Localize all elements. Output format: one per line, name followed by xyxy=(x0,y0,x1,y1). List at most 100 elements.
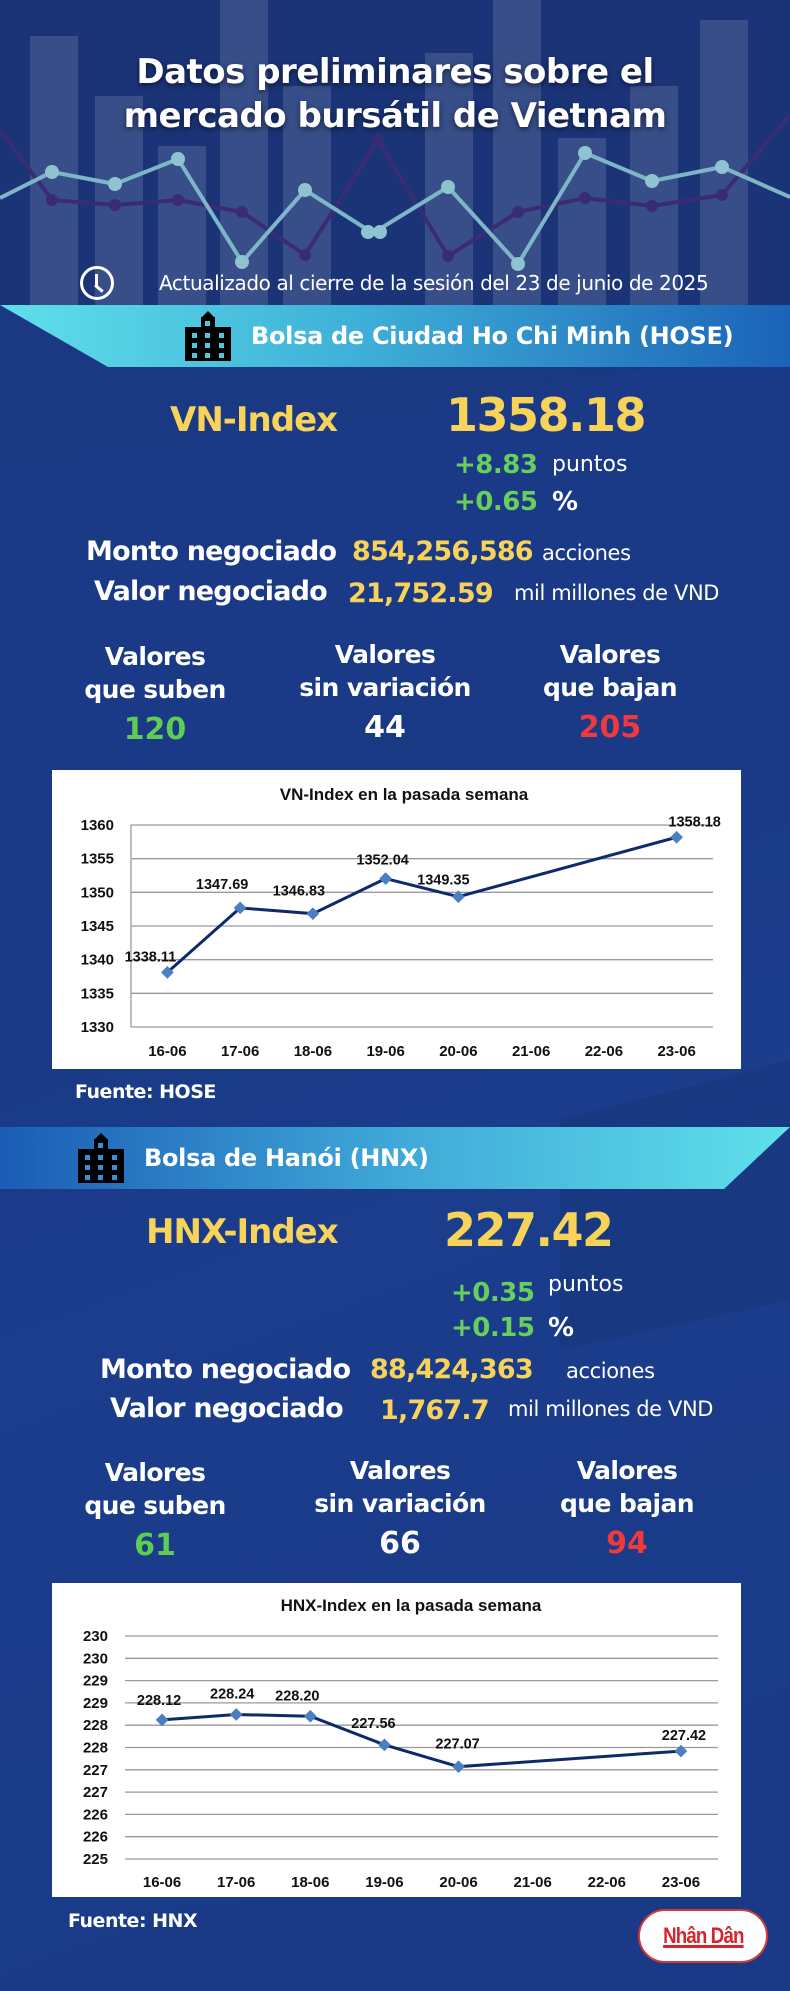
data-label: 1338.11 xyxy=(125,949,177,965)
hnx-banner: Bolsa de Hanói (HNX) xyxy=(0,1127,790,1189)
x-tick-label: 18-06 xyxy=(291,1874,329,1891)
x-tick-label: 22-06 xyxy=(588,1874,626,1891)
vn-decliners-label-2: que bajan xyxy=(543,673,678,702)
data-label: 1347.69 xyxy=(196,877,248,893)
data-point-marker xyxy=(452,890,465,904)
data-point-marker xyxy=(670,830,683,844)
y-tick-label: 226 xyxy=(83,1829,108,1846)
x-tick-label: 19-06 xyxy=(366,1043,404,1060)
vn-value-label: Valor negociado xyxy=(94,576,328,607)
y-tick-label: 230 xyxy=(83,1628,108,1645)
x-tick-label: 23-06 xyxy=(657,1043,695,1060)
x-tick-label: 19-06 xyxy=(365,1874,403,1891)
y-tick-label: 1330 xyxy=(81,1019,114,1036)
data-point-marker xyxy=(161,966,174,979)
vn-advancers-count: 120 xyxy=(123,712,187,747)
hnx-decliners-label-2: que bajan xyxy=(560,1489,695,1518)
hnx-advancers-label-2: que suben xyxy=(84,1491,226,1520)
decorative-chart-background xyxy=(0,0,790,305)
vn-unchanged-label-1: Valores xyxy=(334,640,436,669)
y-tick-label: 227 xyxy=(83,1762,108,1779)
title-line-2: mercado bursátil de Vietnam xyxy=(123,96,667,136)
hose-source: Fuente: HOSE xyxy=(75,1081,216,1103)
x-tick-label: 20-06 xyxy=(439,1043,477,1060)
hnx-index-value: 227.42 xyxy=(444,1203,614,1257)
data-point-marker xyxy=(229,1708,243,1721)
vn-decliners-label-1: Valores xyxy=(559,640,661,669)
hnx-volume-unit: acciones xyxy=(566,1359,655,1383)
hnx-index-chart: HNX-Index en la pasada semana 230 230 229 22… xyxy=(52,1583,741,1897)
vn-unchanged-label-2: sin variación xyxy=(299,673,471,702)
nhan-dan-logo[interactable]: Nhân Dân xyxy=(638,1909,768,1963)
hnx-advancers-count: 61 xyxy=(134,1528,176,1563)
x-tick-label: 18-06 xyxy=(294,1043,332,1060)
y-tick-label: 1335 xyxy=(81,985,114,1002)
x-tick-label: 16-06 xyxy=(143,1874,181,1891)
vn-decliners-count: 205 xyxy=(578,710,642,745)
data-label: 228.24 xyxy=(210,1686,254,1702)
hnx-index-label: HNX-Index xyxy=(146,1212,339,1252)
vn-volume-value: 854,256,586 xyxy=(352,536,534,567)
hose-banner-title: Bolsa de Ciudad Ho Chi Minh (HOSE) xyxy=(251,322,734,350)
vn-index-chart: VN-Index en la pasada semana 1360 1355 1350… xyxy=(52,770,741,1069)
y-tick-label: 1340 xyxy=(81,952,114,969)
data-label: 228.12 xyxy=(137,1693,181,1709)
data-label: 1346.83 xyxy=(273,884,325,900)
data-label: 1349.35 xyxy=(417,873,469,889)
data-point-marker xyxy=(378,1738,391,1752)
chart-title: HNX-Index en la pasada semana xyxy=(281,1596,542,1615)
data-point-marker xyxy=(155,1713,169,1727)
vn-volume-unit: acciones xyxy=(542,541,631,565)
vn-advancers-label-2: que suben xyxy=(84,675,226,704)
x-tick-label: 17-06 xyxy=(221,1043,259,1060)
y-tick-label: 225 xyxy=(83,1851,108,1868)
page-title: Datos preliminares sobre el mercado burs… xyxy=(0,50,790,138)
y-tick-label: 227 xyxy=(83,1784,108,1801)
clock-icon xyxy=(80,266,114,300)
data-point-marker xyxy=(303,1709,317,1723)
data-label: 227.56 xyxy=(351,1716,395,1732)
y-tick-label: 229 xyxy=(83,1695,108,1712)
vn-change-pct-unit: % xyxy=(552,487,579,517)
y-tick-label: 1345 xyxy=(81,918,114,935)
data-point-marker xyxy=(674,1744,688,1758)
building-icon xyxy=(78,1133,124,1183)
x-tick-label: 20-06 xyxy=(439,1874,477,1891)
hnx-change-points-unit: puntos xyxy=(548,1272,624,1297)
hnx-value-value: 1,767.7 xyxy=(380,1395,490,1426)
data-label: 227.42 xyxy=(662,1728,706,1744)
hnx-unchanged: Valores sin variación 66 xyxy=(300,1454,500,1564)
hnx-index-chart-svg: HNX-Index en la pasada semana 230 230 229 22… xyxy=(83,1596,718,1891)
y-tick-label: 1355 xyxy=(81,851,114,868)
data-point-marker xyxy=(379,872,392,885)
vn-advancers: Valores que suben 120 xyxy=(60,640,250,750)
logo-text: Nhân Dân xyxy=(662,1923,744,1948)
hnx-advancers: Valores que suben 61 xyxy=(60,1456,250,1566)
hnx-change-pct: +0.15 xyxy=(451,1313,535,1343)
header: Datos preliminares sobre el mercado burs… xyxy=(0,0,790,305)
chart-title: VN-Index en la pasada semana xyxy=(280,785,529,804)
vn-volume-label: Monto negociado xyxy=(86,536,337,567)
updated-text: Actualizado al cierre de la sesión del 2… xyxy=(159,271,709,295)
hose-banner: Bolsa de Ciudad Ho Chi Minh (HOSE) xyxy=(0,305,790,367)
vn-change-points-unit: puntos xyxy=(552,452,628,477)
hnx-volume-value: 88,424,363 xyxy=(370,1354,534,1385)
vn-index-chart-svg: VN-Index en la pasada semana 1360 1355 1350… xyxy=(81,785,721,1060)
hnx-decliners: Valores que bajan 94 xyxy=(527,1454,727,1564)
y-tick-label: 228 xyxy=(83,1740,108,1757)
hnx-decliners-label-1: Valores xyxy=(576,1456,678,1485)
vn-value-value: 21,752.59 xyxy=(348,578,494,609)
vn-unchanged-count: 44 xyxy=(364,710,406,745)
hnx-unchanged-label-1: Valores xyxy=(349,1456,451,1485)
y-tick-label: 230 xyxy=(83,1650,108,1667)
vn-index-label: VN-Index xyxy=(170,400,338,440)
data-point-marker xyxy=(452,1760,465,1774)
chart-line xyxy=(161,1712,682,1769)
vn-change-points: +8.83 xyxy=(454,450,538,480)
hnx-decliners-count: 94 xyxy=(606,1526,648,1561)
x-tick-label: 23-06 xyxy=(662,1874,700,1891)
data-label: 1352.04 xyxy=(356,853,408,869)
y-tick-label: 226 xyxy=(83,1806,108,1823)
hnx-change-pct-unit: % xyxy=(548,1313,575,1343)
